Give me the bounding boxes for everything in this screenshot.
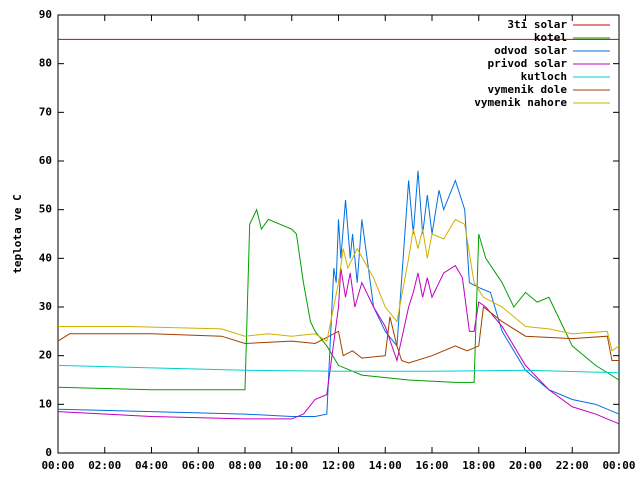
legend-label: vymenik nahore: [474, 96, 567, 109]
series-line: [57, 364, 620, 374]
x-tick-label: 00:00: [41, 459, 74, 472]
x-tick-label: 04:00: [135, 459, 168, 472]
legend-label: kutloch: [521, 70, 567, 83]
x-tick-label: 16:00: [415, 459, 448, 472]
legend-label: 3ti solar: [507, 18, 567, 31]
y-tick-label: 20: [39, 349, 52, 362]
x-tick-label: 22:00: [556, 459, 589, 472]
x-tick-label: 12:00: [322, 459, 355, 472]
x-tick-label: 06:00: [182, 459, 215, 472]
y-tick-label: 60: [39, 154, 52, 167]
x-tick-label: 14:00: [369, 459, 402, 472]
series-line: [58, 218, 620, 352]
legend-label: privod solar: [488, 57, 568, 70]
x-tick-label: 02:00: [88, 459, 121, 472]
y-tick-label: 90: [39, 8, 52, 21]
x-tick-label: 10:00: [275, 459, 308, 472]
series-line: [57, 208, 620, 391]
y-tick-label: 50: [39, 203, 52, 216]
x-tick-label: 00:00: [602, 459, 635, 472]
x-tick-label: 08:00: [228, 459, 261, 472]
y-tick-label: 80: [39, 57, 52, 70]
x-tick-label: 20:00: [509, 459, 542, 472]
legend-label: odvod solar: [494, 44, 567, 57]
y-tick-label: 70: [39, 105, 52, 118]
series-line: [57, 306, 619, 364]
legend-label: kotel: [534, 31, 567, 44]
y-tick-label: 10: [39, 397, 52, 410]
series-line: [57, 264, 620, 425]
y-tick-label: 40: [39, 251, 52, 264]
y-axis-label: teplota ve C: [11, 194, 24, 273]
x-tick-label: 18:00: [462, 459, 495, 472]
legend-label: vymenik dole: [488, 83, 568, 96]
series-line: [57, 170, 620, 417]
y-tick-label: 0: [45, 446, 52, 459]
y-tick-label: 30: [39, 300, 52, 313]
